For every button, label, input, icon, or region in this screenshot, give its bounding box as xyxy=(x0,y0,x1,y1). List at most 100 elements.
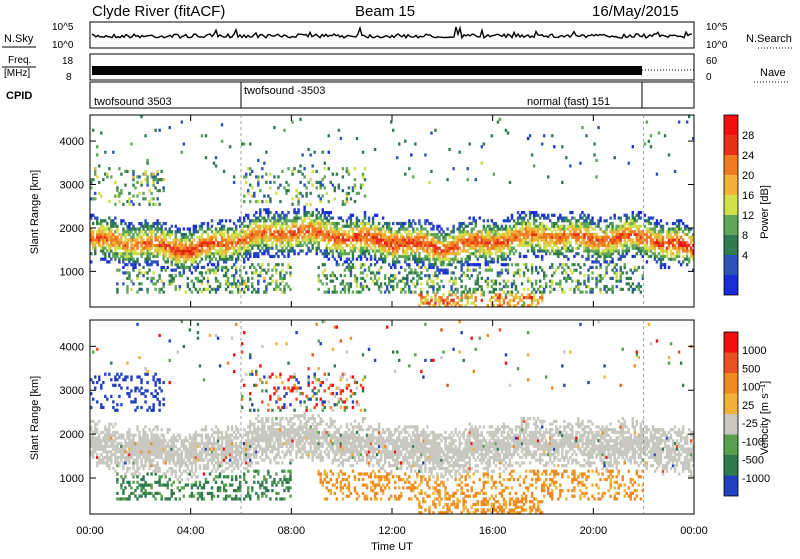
power-cell xyxy=(626,241,628,244)
power-cell xyxy=(322,230,324,233)
power-cell xyxy=(122,282,124,285)
power-cell xyxy=(615,269,617,272)
power-cell xyxy=(150,236,152,239)
power-cell xyxy=(158,236,160,239)
power-cell xyxy=(628,216,630,219)
power-cell xyxy=(223,225,225,228)
power-cell xyxy=(259,271,261,274)
velocity-cell xyxy=(112,400,114,403)
power-cell xyxy=(591,266,593,269)
power-cell xyxy=(432,291,434,294)
power-cell xyxy=(307,247,309,250)
power-cell xyxy=(346,200,348,203)
power-cell xyxy=(394,266,396,269)
velocity-cell xyxy=(110,395,112,398)
power-cell xyxy=(94,247,96,250)
power-cell xyxy=(668,266,670,269)
velocity-cell xyxy=(134,495,136,498)
power-cell xyxy=(469,258,471,261)
power-cell xyxy=(225,260,227,263)
power-cell xyxy=(291,197,293,200)
power-cell xyxy=(318,266,320,269)
power-cell xyxy=(356,277,358,280)
power-cell xyxy=(177,263,179,266)
power-cell xyxy=(605,233,607,236)
power-cell xyxy=(259,249,261,252)
power-cell xyxy=(577,263,579,266)
velocity-cell xyxy=(110,456,112,459)
power-cell xyxy=(146,181,148,184)
power-cell xyxy=(525,214,527,217)
power-cell xyxy=(255,269,257,272)
power-cell xyxy=(678,222,680,225)
power-cell xyxy=(299,192,301,195)
power-cell xyxy=(96,175,98,178)
power-cell xyxy=(233,247,235,250)
power-cell xyxy=(257,252,259,255)
power-cell xyxy=(287,167,289,170)
power-cell xyxy=(122,203,124,206)
power-cell xyxy=(227,244,229,247)
power-cell xyxy=(249,200,251,203)
power-cell xyxy=(414,255,416,258)
power-cell xyxy=(362,230,364,233)
power-cell xyxy=(599,216,601,219)
power-cell xyxy=(481,162,483,165)
power-cell xyxy=(436,266,438,269)
power-cell xyxy=(253,266,255,269)
velocity-cell xyxy=(122,434,124,437)
power-cell xyxy=(207,282,209,285)
power-cell xyxy=(613,214,615,217)
power-cell xyxy=(279,271,281,274)
power-cell xyxy=(346,197,348,200)
power-cell xyxy=(559,280,561,283)
power-cell xyxy=(601,277,603,280)
power-colorbar-tick-1: 24 xyxy=(742,150,754,162)
velocity-cell xyxy=(120,442,122,445)
power-cell xyxy=(483,225,485,228)
power-cell xyxy=(275,288,277,291)
power-cell xyxy=(346,260,348,263)
power-cell xyxy=(283,274,285,277)
power-cell xyxy=(471,293,473,296)
power-cell xyxy=(404,230,406,233)
power-cell xyxy=(118,269,120,272)
power-cell xyxy=(489,225,491,228)
power-cell xyxy=(630,277,632,280)
power-cell xyxy=(293,249,295,252)
power-cell xyxy=(209,291,211,294)
power-cell xyxy=(561,288,563,291)
power-cell xyxy=(136,277,138,280)
power-cell xyxy=(475,178,477,181)
power-cell xyxy=(342,167,344,170)
power-cell xyxy=(281,170,283,173)
power-cell xyxy=(285,282,287,285)
power-cell xyxy=(277,263,279,266)
power-cell xyxy=(481,299,483,302)
power-cell xyxy=(386,255,388,258)
power-cell xyxy=(656,225,658,228)
power-cell xyxy=(432,255,434,258)
power-cell xyxy=(376,225,378,228)
power-cell xyxy=(257,159,259,162)
power-cell xyxy=(354,186,356,189)
power-cell xyxy=(386,288,388,291)
power-cell xyxy=(215,291,217,294)
power-cell xyxy=(569,241,571,244)
power-cell xyxy=(243,142,245,145)
power-cell xyxy=(452,227,454,230)
power-cell xyxy=(225,271,227,274)
power-cell xyxy=(120,189,122,192)
power-cell xyxy=(309,203,311,206)
power-cell xyxy=(646,244,648,247)
velocity-cell xyxy=(112,442,114,445)
power-cell xyxy=(322,219,324,222)
power-colorbar-swatch-7 xyxy=(724,255,738,275)
power-cell xyxy=(462,247,464,250)
power-cell xyxy=(318,247,320,250)
power-cell xyxy=(128,233,130,236)
power-cell xyxy=(146,277,148,280)
power-cell xyxy=(227,249,229,252)
power-cell xyxy=(622,288,624,291)
power-cell xyxy=(460,285,462,288)
